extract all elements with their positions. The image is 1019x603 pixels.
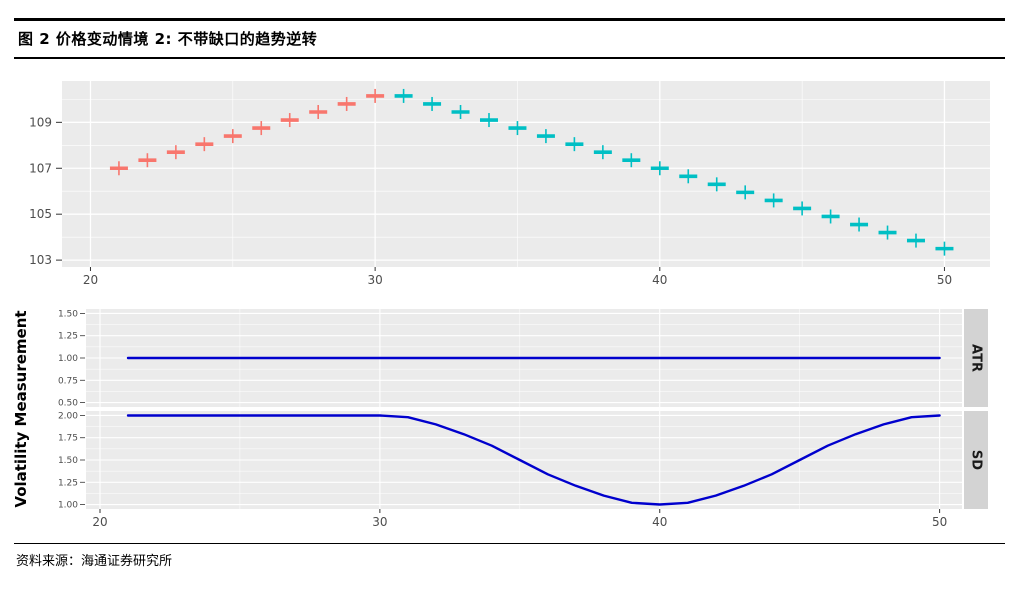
- chart-area: 20 30 40 50 109 107 105 103 1.50 1.25 1.00 0.75 0.5…: [0, 73, 1019, 535]
- svg-text:50: 50: [937, 273, 952, 287]
- svg-text:105: 105: [29, 207, 52, 221]
- price-series-downtrend: [394, 88, 954, 256]
- svg-text:1.00: 1.00: [58, 354, 78, 364]
- svg-text:30: 30: [367, 273, 382, 287]
- facet-strip-atr: [964, 309, 988, 407]
- svg-text:50: 50: [932, 515, 947, 529]
- figure-title: 图 2 价格变动情境 2: 不带缺口的趋势逆转: [18, 30, 318, 48]
- svg-text:1.50: 1.50: [58, 456, 78, 466]
- facet-strip-sd: [964, 411, 988, 509]
- source-note: 资料来源：海通证券研究所: [16, 554, 173, 569]
- svg-text:0.50: 0.50: [58, 399, 78, 409]
- svg-text:1.50: 1.50: [58, 309, 78, 319]
- price-series-uptrend: [109, 88, 385, 176]
- svg-text:20: 20: [83, 273, 98, 287]
- svg-text:1.25: 1.25: [58, 332, 78, 342]
- svg-text:40: 40: [652, 515, 667, 529]
- y-axis-title: Volatility Measurement: [12, 310, 30, 507]
- svg-text:103: 103: [29, 253, 52, 267]
- facet-strip-label-sd: SD: [969, 450, 984, 470]
- price-panel-bg: [62, 81, 990, 267]
- svg-text:0.75: 0.75: [58, 376, 78, 386]
- svg-text:20: 20: [92, 515, 107, 529]
- facet-strip-label-atr: ATR: [969, 344, 984, 372]
- svg-text:30: 30: [372, 515, 387, 529]
- volatility-chart: 1.50 1.25 1.00 0.75 0.50 ATR 2.00 1.75 1.50 1.25 1…: [12, 309, 988, 529]
- svg-text:40: 40: [652, 273, 667, 287]
- svg-text:1.00: 1.00: [58, 501, 78, 511]
- figure-header: 图 2 价格变动情境 2: 不带缺口的趋势逆转: [14, 18, 1005, 59]
- svg-text:107: 107: [29, 161, 52, 175]
- figure-footer: 资料来源：海通证券研究所: [14, 543, 1005, 569]
- svg-text:1.25: 1.25: [58, 478, 78, 488]
- svg-text:1.75: 1.75: [58, 434, 78, 444]
- svg-text:2.00: 2.00: [58, 411, 78, 421]
- price-chart: 20 30 40 50 109 107 105 103: [29, 81, 990, 287]
- svg-text:109: 109: [29, 115, 52, 129]
- volatility-line-sd: [126, 414, 941, 506]
